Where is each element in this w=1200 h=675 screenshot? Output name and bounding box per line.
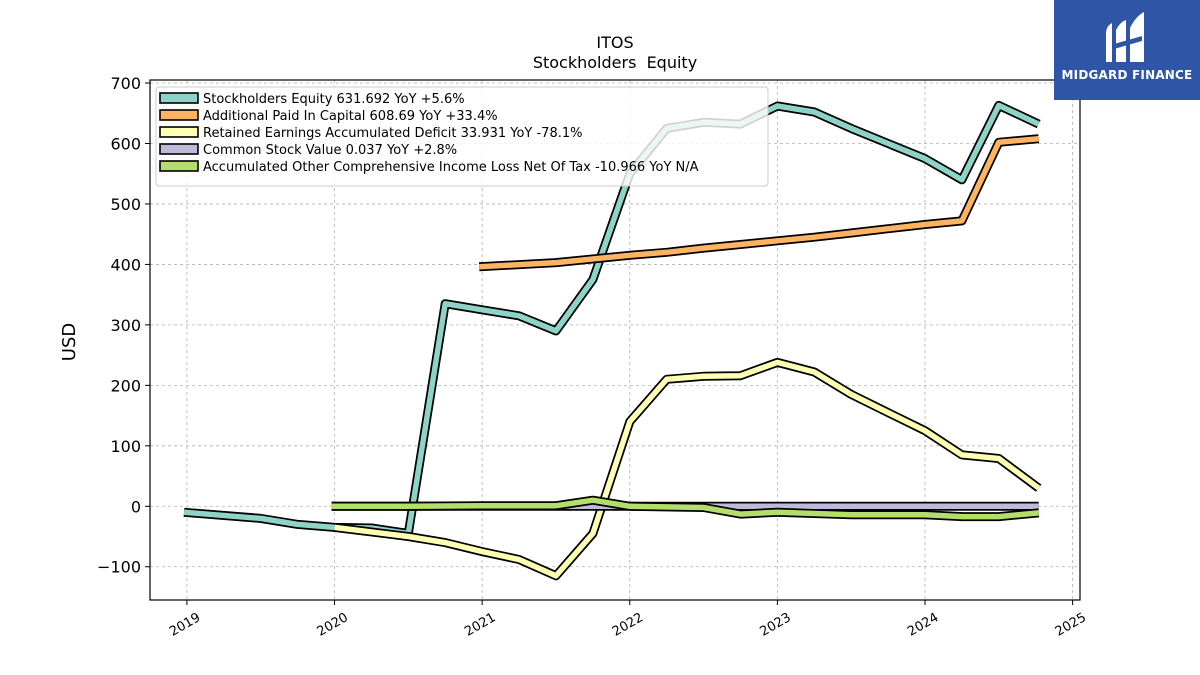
legend-label: Additional Paid In Capital 608.69 YoY +3… — [203, 109, 498, 124]
x-tick-label: 2021 — [462, 610, 498, 640]
chart-title: ITOS — [596, 33, 633, 52]
x-tick-label: 2025 — [1053, 610, 1089, 640]
x-tick-label: 2019 — [167, 610, 203, 640]
legend-label: Accumulated Other Comprehensive Income L… — [203, 160, 699, 175]
series-line — [334, 359, 1041, 579]
legend-box — [155, 86, 769, 187]
x-tick-label: 2023 — [758, 610, 794, 640]
legend-swatch — [159, 109, 199, 121]
legend-swatch — [159, 160, 199, 172]
y-tick-label: 100 — [110, 437, 141, 456]
x-tick-label: 2022 — [610, 610, 646, 640]
legend-label: Retained Earnings Accumulated Deficit 33… — [203, 126, 582, 141]
y-tick-label: 300 — [110, 316, 141, 335]
plot-frame — [149, 79, 1081, 601]
y-tick-label: 400 — [110, 255, 141, 274]
series-line — [331, 497, 1039, 520]
series-4 — [331, 495, 1040, 522]
y-tick-label: 700 — [110, 74, 141, 93]
x-tick-label: 2024 — [905, 610, 941, 640]
series-1 — [478, 134, 1040, 272]
legend-swatch — [159, 143, 199, 155]
y-tick-label: −100 — [97, 558, 141, 577]
chart-subtitle: Stockholders Equity — [533, 53, 697, 72]
legend-label: Stockholders Equity 631.692 YoY +5.6% — [203, 92, 465, 107]
series-2 — [333, 357, 1042, 581]
y-tick-label: 200 — [110, 376, 141, 395]
y-tick-label: 600 — [110, 134, 141, 153]
x-tick-label: 2020 — [315, 610, 351, 640]
legend-swatch — [159, 92, 199, 104]
midgard-logo-icon — [1106, 12, 1144, 62]
y-tick-label: 500 — [110, 195, 141, 214]
y-tick-label: 0 — [131, 497, 141, 516]
brand-name: MIDGARD FINANCE — [1061, 68, 1193, 82]
brand-logo: MIDGARD FINANCE — [1054, 0, 1200, 100]
legend-swatch — [159, 126, 199, 138]
legend-label: Common Stock Value 0.037 YoY +2.8% — [203, 143, 457, 158]
y-axis-label: USD — [59, 323, 80, 361]
series-line — [479, 135, 1039, 270]
